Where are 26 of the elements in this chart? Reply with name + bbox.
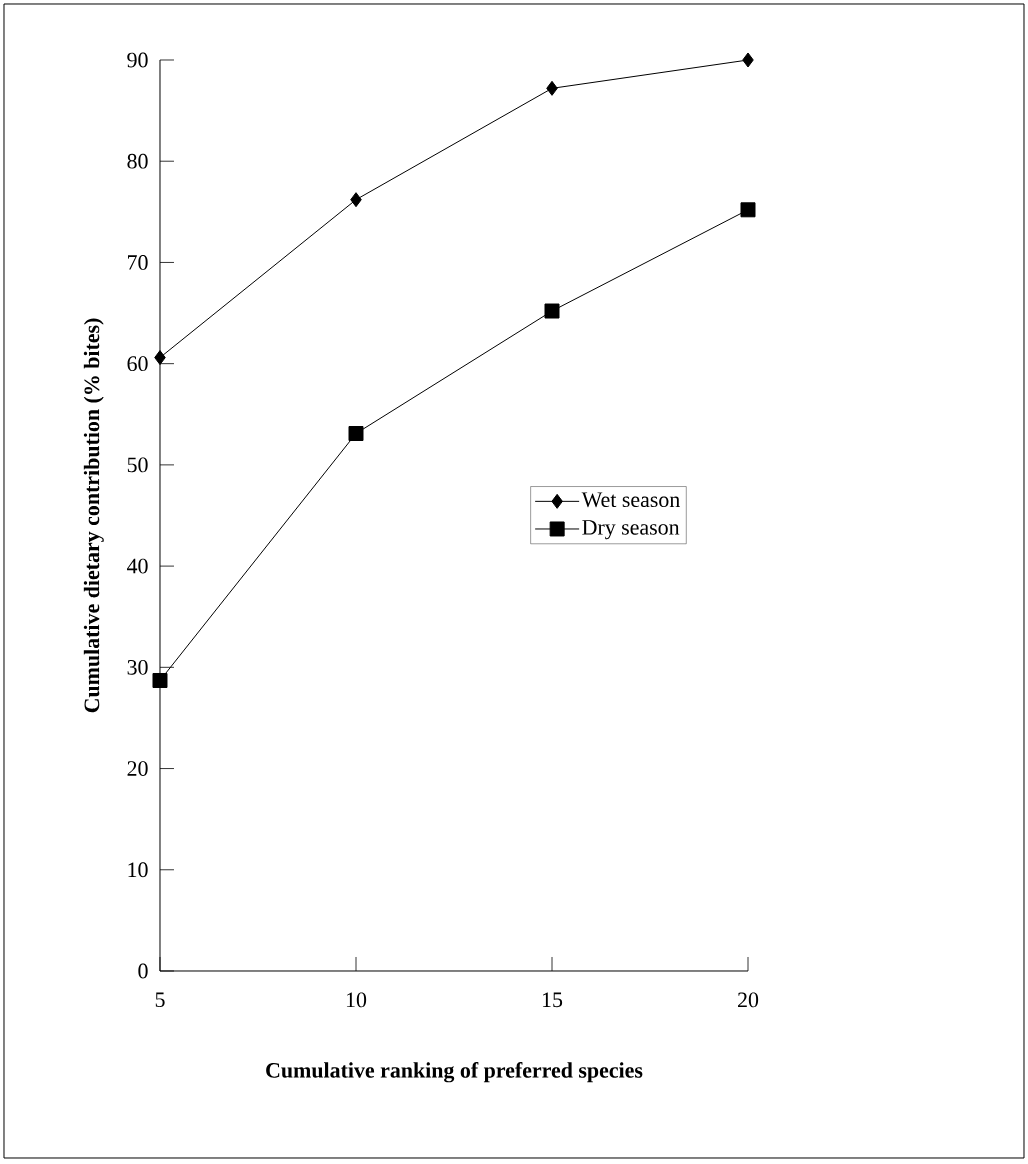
y-tick-label: 0 (138, 963, 148, 979)
y-tick-label: 30 (127, 659, 148, 675)
point (740, 202, 756, 218)
x-tick-label: 10 (346, 992, 367, 1008)
y-tick-label: 90 (127, 52, 148, 68)
x-axis-title: Cumulative ranking of preferred species (266, 1062, 643, 1083)
x-tick-label: 20 (738, 992, 759, 1008)
x-tick-label: 15 (542, 992, 563, 1008)
y-tick-label: 10 (128, 862, 148, 878)
point (152, 672, 168, 688)
point (742, 52, 754, 68)
y-tick-label: 60 (127, 356, 148, 372)
legend-label: Wet season (581, 492, 680, 508)
point (348, 426, 364, 442)
point (154, 350, 166, 366)
y-tick-label: 50 (127, 457, 148, 473)
y-axis-title: Cumulative dietary contribution (% bites) (83, 318, 104, 713)
point (350, 192, 362, 208)
point (544, 303, 560, 319)
y-tick-label: 40 (127, 558, 148, 574)
y-tick-label: 80 (127, 153, 148, 169)
y-tick-label: 70 (128, 255, 148, 270)
point (546, 80, 558, 96)
x-tick-label: 5 (155, 992, 165, 1008)
y-tick-label: 20 (127, 761, 148, 776)
legend-label: Dry season (582, 520, 680, 540)
